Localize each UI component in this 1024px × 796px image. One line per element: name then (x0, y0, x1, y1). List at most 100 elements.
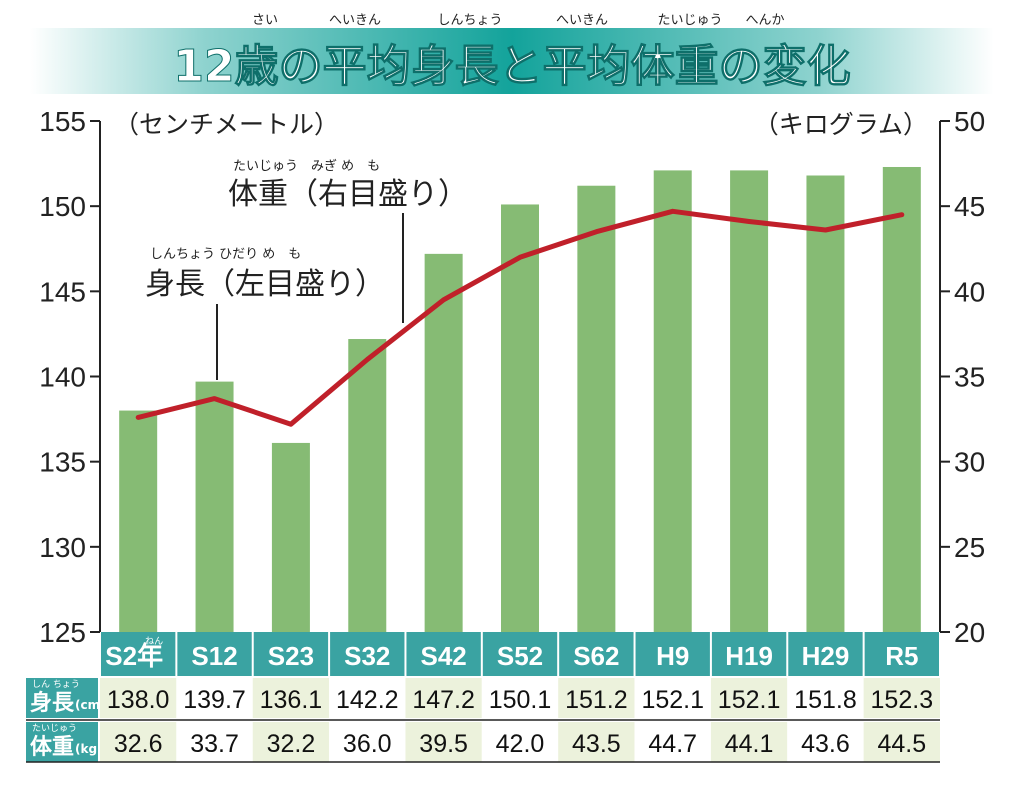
height-annotation-ruby: しんちょう ひだり め も (150, 247, 301, 262)
title-band (30, 28, 994, 94)
title-ruby-1: へいきん (329, 13, 381, 28)
left-tick-label: 140 (39, 362, 86, 393)
left-tick-label: 135 (39, 447, 86, 478)
weight-value: 44.7 (648, 730, 697, 758)
category-label: R5 (885, 641, 918, 671)
height-annotation: 身長（左目盛り） (145, 267, 385, 302)
row-header-weight (26, 722, 98, 762)
right-tick-label: 25 (954, 532, 985, 563)
weight-cell (787, 722, 864, 762)
row-weight-unit: (kg) (75, 742, 103, 756)
chart-title: 12歳の平均身長と平均体重の変化 (173, 41, 850, 92)
category-cell (482, 632, 558, 676)
height-value: 150.1 (489, 686, 552, 714)
row-height-label: 身長 (30, 690, 75, 716)
weight-value: 44.1 (725, 730, 774, 758)
weight-cell (176, 722, 253, 762)
right-tick-label: 30 (954, 447, 985, 478)
height-bar (195, 381, 234, 632)
category-label: S23 (268, 641, 314, 671)
height-bar (730, 170, 769, 632)
height-bar (653, 170, 692, 632)
weight-value: 32.2 (267, 730, 316, 758)
height-bar (119, 410, 158, 632)
category-cell (253, 632, 329, 676)
category-label: S62 (573, 641, 619, 671)
category-label: S2年 (105, 641, 163, 671)
height-bar (348, 339, 387, 632)
height-value: 152.3 (871, 686, 934, 714)
title-ruby-4: たいじゅう (657, 13, 722, 28)
weight-cell (100, 722, 177, 762)
weight-annotation-ruby: たいじゅう みぎ め も (233, 159, 380, 174)
weight-cell (405, 722, 482, 762)
row-height-unit: (cm) (75, 698, 106, 712)
height-cell (787, 678, 864, 718)
row-weight-label: 体重 (30, 735, 74, 760)
category-cell (406, 632, 481, 676)
left-tick-label: 130 (39, 532, 86, 563)
weight-value: 33.7 (190, 730, 239, 758)
category-cell (177, 632, 252, 676)
height-value: 152.1 (718, 686, 781, 714)
height-bar (501, 204, 539, 633)
weight-cell (634, 722, 711, 762)
weight-cell (863, 722, 940, 762)
right-tick-label: 45 (954, 191, 985, 222)
height-bar (882, 166, 921, 633)
category-label: H19 (725, 641, 773, 671)
title-ruby-3: へいきん (556, 13, 608, 28)
category-ruby: ねん (145, 636, 163, 647)
left-tick-label: 145 (39, 276, 86, 307)
weight-value: 42.0 (496, 730, 545, 758)
plot-area: 125 130 135 140 145 150 155 20 25 30 35 40 45 50 （センチメ… (39, 106, 985, 648)
height-cell (176, 678, 253, 718)
height-value: 136.1 (260, 686, 323, 714)
height-value: 138.0 (107, 686, 170, 714)
category-cell (788, 632, 863, 676)
category-cell (559, 632, 634, 676)
right-tick-label: 20 (954, 617, 985, 648)
height-bar (806, 175, 845, 633)
category-label: S32 (344, 641, 390, 671)
title-ruby: さい へいきん しんちょう へいきん たいじゅう へんか (252, 13, 785, 28)
weight-cell (252, 722, 330, 762)
category-cell (711, 632, 787, 676)
category-label: S42 (421, 641, 467, 671)
height-value: 147.2 (412, 686, 475, 714)
height-cell (558, 678, 635, 718)
height-cell (863, 678, 940, 718)
weight-cell (558, 722, 635, 762)
left-tick-label: 125 (39, 617, 86, 648)
category-label: S12 (191, 641, 237, 671)
right-tick-label: 50 (954, 106, 985, 137)
title-ruby-0: さい (252, 13, 278, 28)
title-ruby-2: しんちょう (437, 13, 502, 28)
category-label: S52 (497, 641, 543, 671)
weight-value: 39.5 (419, 730, 468, 758)
height-cell (405, 678, 482, 718)
height-value: 151.8 (794, 686, 857, 714)
left-axis-unit: （センチメートル） (114, 110, 339, 139)
left-tick-label: 155 (39, 106, 86, 137)
weight-value: 32.6 (114, 730, 163, 758)
title-ruby-5: へんか (745, 13, 784, 28)
row-height-ruby: しん ちょう (32, 679, 80, 690)
height-value: 142.2 (336, 686, 399, 714)
height-cell (481, 678, 559, 718)
weight-value: 43.5 (572, 730, 621, 758)
height-value: 152.1 (641, 686, 704, 714)
weight-cell (710, 722, 788, 762)
height-cell (252, 678, 330, 718)
weight-cell (481, 722, 559, 762)
row-weight-ruby: たいじゅう (32, 723, 77, 734)
height-value: 139.7 (183, 686, 246, 714)
weight-value: 36.0 (343, 730, 392, 758)
category-label: H29 (802, 641, 850, 671)
height-cell (329, 678, 406, 718)
category-cell (864, 632, 939, 676)
height-bar (271, 442, 310, 632)
right-tick-label: 40 (954, 276, 985, 307)
height-cell (634, 678, 711, 718)
